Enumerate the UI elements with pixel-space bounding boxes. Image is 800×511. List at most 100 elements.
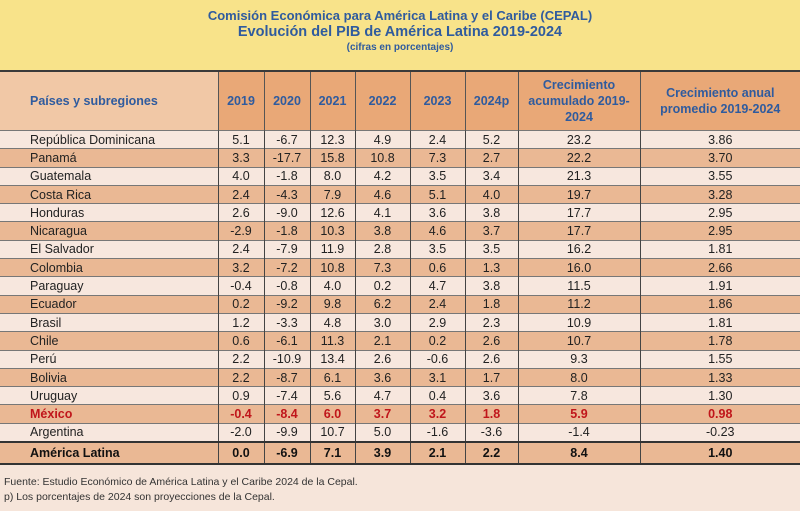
value-cell: -7.4 — [263, 386, 310, 405]
value-cell: 2.6 — [464, 331, 518, 351]
value-cell: 1.81 — [639, 239, 800, 259]
value-cell: 7.9 — [309, 184, 355, 204]
column-header: 2022 — [354, 72, 410, 131]
value-cell: 0.6 — [217, 331, 264, 351]
value-cell: -8.4 — [263, 404, 310, 424]
value-cell: -0.8 — [263, 276, 310, 296]
value-cell: 13.4 — [309, 349, 355, 369]
value-cell: 3.5 — [409, 239, 465, 259]
projection-note: p) Los porcentajes de 2024 son proyeccio… — [4, 491, 275, 504]
table-row: Nicaragua -2.9 -1.8 10.3 3.8 4.6 3.7 17.7 2.95 — [0, 221, 800, 241]
value-cell: 3.6 — [409, 203, 465, 222]
value-cell: 10.9 — [517, 312, 640, 332]
country-cell: Uruguay — [0, 386, 218, 405]
value-cell: -0.4 — [217, 404, 264, 424]
value-cell: 1.91 — [639, 276, 800, 296]
value-cell: 3.55 — [639, 166, 800, 186]
value-cell: -0.23 — [639, 422, 800, 443]
value-cell: 8.0 — [517, 367, 640, 387]
value-cell: 3.8 — [464, 203, 518, 222]
value-cell: 1.8 — [464, 294, 518, 314]
value-cell: 4.0 — [217, 166, 264, 186]
country-cell: Honduras — [0, 203, 218, 222]
value-cell: 4.0 — [464, 184, 518, 204]
value-cell: 7.3 — [354, 258, 410, 277]
value-cell: -6.1 — [263, 331, 310, 351]
column-header: Crecimiento acumulado 2019-2024 — [517, 72, 640, 131]
value-cell: 1.7 — [464, 367, 518, 387]
value-cell: 7.8 — [517, 386, 640, 405]
gdp-table: Países y subregiones 2019 2020 2021 2022 2023… — [0, 72, 800, 466]
value-cell: 0.0 — [217, 441, 264, 466]
value-cell: 1.33 — [639, 367, 800, 387]
table-row: Ecuador 0.2 -9.2 9.8 6.2 2.4 1.8 11.2 1.86 — [0, 294, 800, 314]
value-cell: 2.2 — [464, 441, 518, 466]
value-cell: 1.81 — [639, 312, 800, 332]
value-cell: 10.8 — [309, 258, 355, 277]
subtitle: (cifras en porcentajes) — [346, 42, 454, 53]
value-cell: -7.2 — [263, 258, 310, 277]
value-cell: 1.78 — [639, 331, 800, 351]
value-cell: -2.9 — [217, 221, 264, 241]
table-row: Colombia 3.2 -7.2 10.8 7.3 0.6 1.3 16.0 2.66 — [0, 258, 800, 277]
value-cell: 11.5 — [517, 276, 640, 296]
value-cell: 4.6 — [409, 221, 465, 241]
value-cell: -0.4 — [217, 276, 264, 296]
value-cell: 3.8 — [354, 221, 410, 241]
value-cell: -2.0 — [217, 422, 264, 443]
value-cell: -1.4 — [517, 422, 640, 443]
column-header: 2023 — [409, 72, 465, 131]
value-cell: 6.1 — [309, 367, 355, 387]
value-cell: 8.0 — [309, 166, 355, 186]
value-cell: 3.6 — [464, 386, 518, 405]
value-cell: 3.8 — [464, 276, 518, 296]
source-note: Fuente: Estudio Económico de América Lat… — [4, 476, 358, 489]
value-cell: 3.5 — [464, 239, 518, 259]
country-cell: Perú — [0, 349, 218, 369]
value-cell: 21.3 — [517, 166, 640, 186]
value-cell: 3.2 — [409, 404, 465, 424]
value-cell: 3.86 — [639, 129, 800, 149]
table-row: Honduras 2.6 -9.0 12.6 4.1 3.6 3.8 17.7 2.95 — [0, 203, 800, 222]
column-header: Crecimiento anual promedio 2019-2024 — [639, 72, 800, 131]
country-cell: México — [0, 404, 218, 424]
value-cell: 9.8 — [309, 294, 355, 314]
value-cell: 3.0 — [354, 312, 410, 332]
value-cell: 10.8 — [354, 148, 410, 168]
value-cell: 3.6 — [354, 367, 410, 387]
value-cell: 0.98 — [639, 404, 800, 424]
value-cell: 3.1 — [409, 367, 465, 387]
value-cell: 2.4 — [409, 129, 465, 149]
value-cell: -1.6 — [409, 422, 465, 443]
value-cell: 5.1 — [409, 184, 465, 204]
value-cell: 1.8 — [464, 404, 518, 424]
column-header: 2019 — [217, 72, 264, 131]
value-cell: 11.2 — [517, 294, 640, 314]
value-cell: 4.7 — [409, 276, 465, 296]
value-cell: -10.9 — [263, 349, 310, 369]
value-cell: 2.95 — [639, 221, 800, 241]
country-cell: Chile — [0, 331, 218, 351]
value-cell: 8.4 — [517, 441, 640, 466]
value-cell: -9.9 — [263, 422, 310, 443]
table-row: América Latina 0.0 -6.9 7.1 3.9 2.1 2.2 8.4 1.40 — [0, 441, 800, 466]
table-row: Argentina -2.0 -9.9 10.7 5.0 -1.6 -3.6 -1.4 -0.2… — [0, 422, 800, 443]
country-cell: Bolivia — [0, 367, 218, 387]
value-cell: -9.2 — [263, 294, 310, 314]
value-cell: 1.40 — [639, 441, 800, 466]
value-cell: 17.7 — [517, 221, 640, 241]
value-cell: 10.7 — [517, 331, 640, 351]
value-cell: 2.6 — [217, 203, 264, 222]
value-cell: 1.30 — [639, 386, 800, 405]
value-cell: 10.7 — [309, 422, 355, 443]
country-cell: República Dominicana — [0, 129, 218, 149]
value-cell: 12.3 — [309, 129, 355, 149]
value-cell: -1.8 — [263, 221, 310, 241]
value-cell: 5.1 — [217, 129, 264, 149]
value-cell: 0.9 — [217, 386, 264, 405]
value-cell: 4.1 — [354, 203, 410, 222]
value-cell: 6.0 — [309, 404, 355, 424]
column-header: 2021 — [309, 72, 355, 131]
value-cell: 3.5 — [409, 166, 465, 186]
country-cell: Ecuador — [0, 294, 218, 314]
